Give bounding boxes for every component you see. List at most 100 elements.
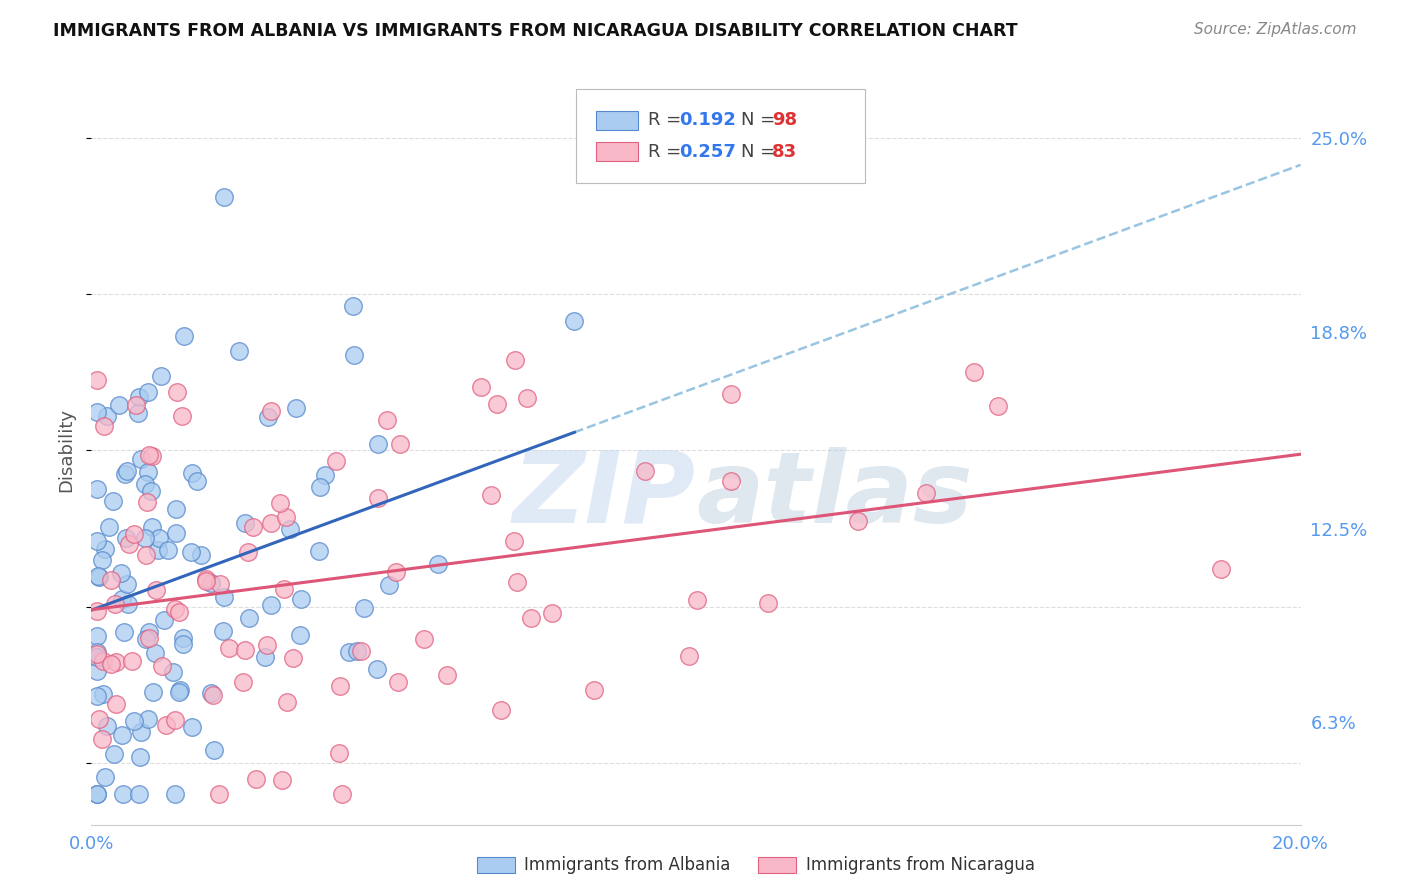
Point [134,532,156,546]
Text: R =: R = [648,143,688,161]
Text: N =: N = [741,143,780,161]
Point [290,628,312,642]
Point [129,724,152,739]
Point [141,520,163,534]
Point [245,772,267,786]
Point [86,405,108,419]
Point [426,557,449,571]
Point [141,449,163,463]
Point [165,525,187,540]
Point [89,570,111,584]
Point [173,328,195,343]
Text: Immigrants from Nicaragua: Immigrants from Nicaragua [806,856,1035,874]
Point [720,474,742,488]
Point [114,467,136,481]
Point [167,685,190,699]
Point [125,398,148,412]
Point [138,631,160,645]
Point [350,643,373,657]
Point [91,654,114,668]
Point [308,544,330,558]
Point [274,510,297,524]
Point [138,448,160,462]
Point [271,773,294,788]
Point [86,664,108,678]
Point [516,392,538,406]
Point [479,488,502,502]
Point [412,632,434,646]
Point [186,475,208,489]
Point [136,465,159,479]
Point [314,468,336,483]
Point [211,624,233,639]
Point [273,582,295,596]
Point [195,572,218,586]
Point [256,638,278,652]
Point [375,413,398,427]
Point [238,610,260,624]
Point [150,658,173,673]
Point [86,629,108,643]
Point [86,645,108,659]
Point [135,549,157,563]
Point [90,732,112,747]
Point [87,569,110,583]
Point [115,464,138,478]
Point [233,516,256,530]
Point [281,651,304,665]
Point [138,624,160,639]
Point [129,749,152,764]
Point [720,387,742,401]
Point [134,477,156,491]
Text: 83: 83 [772,143,797,161]
Point [153,613,176,627]
Point [136,385,159,400]
Point [503,352,526,367]
Point [86,787,108,801]
Y-axis label: Disability: Disability [58,409,76,492]
Point [93,541,115,556]
Point [541,606,564,620]
Point [342,299,364,313]
Point [634,464,657,478]
Point [157,543,180,558]
Point [290,591,312,606]
Point [200,575,222,590]
Point [200,686,222,700]
Text: Source: ZipAtlas.com: Source: ZipAtlas.com [1194,22,1357,37]
Text: Immigrants from Albania: Immigrants from Albania [524,856,731,874]
Point [86,650,108,665]
Point [260,516,283,531]
Point [564,314,586,328]
Point [686,593,709,607]
Point [86,482,108,496]
Point [502,534,524,549]
Point [86,787,108,801]
Point [228,343,250,358]
Point [103,747,125,761]
Point [136,495,159,509]
Point [165,787,187,801]
Point [111,787,134,801]
Point [148,531,170,545]
Point [181,466,204,480]
Point [367,436,389,450]
Point [142,685,165,699]
Point [337,645,360,659]
Point [93,419,115,434]
Point [236,545,259,559]
Text: 98: 98 [772,112,797,129]
Point [86,373,108,387]
Point [86,534,108,549]
Point [582,683,605,698]
Point [172,632,194,646]
Point [325,454,347,468]
Point [118,537,141,551]
Point [208,577,231,591]
Point [117,597,139,611]
Point [190,548,212,562]
Point [145,582,167,597]
Point [678,648,700,663]
Point [104,597,127,611]
Point [86,689,108,703]
